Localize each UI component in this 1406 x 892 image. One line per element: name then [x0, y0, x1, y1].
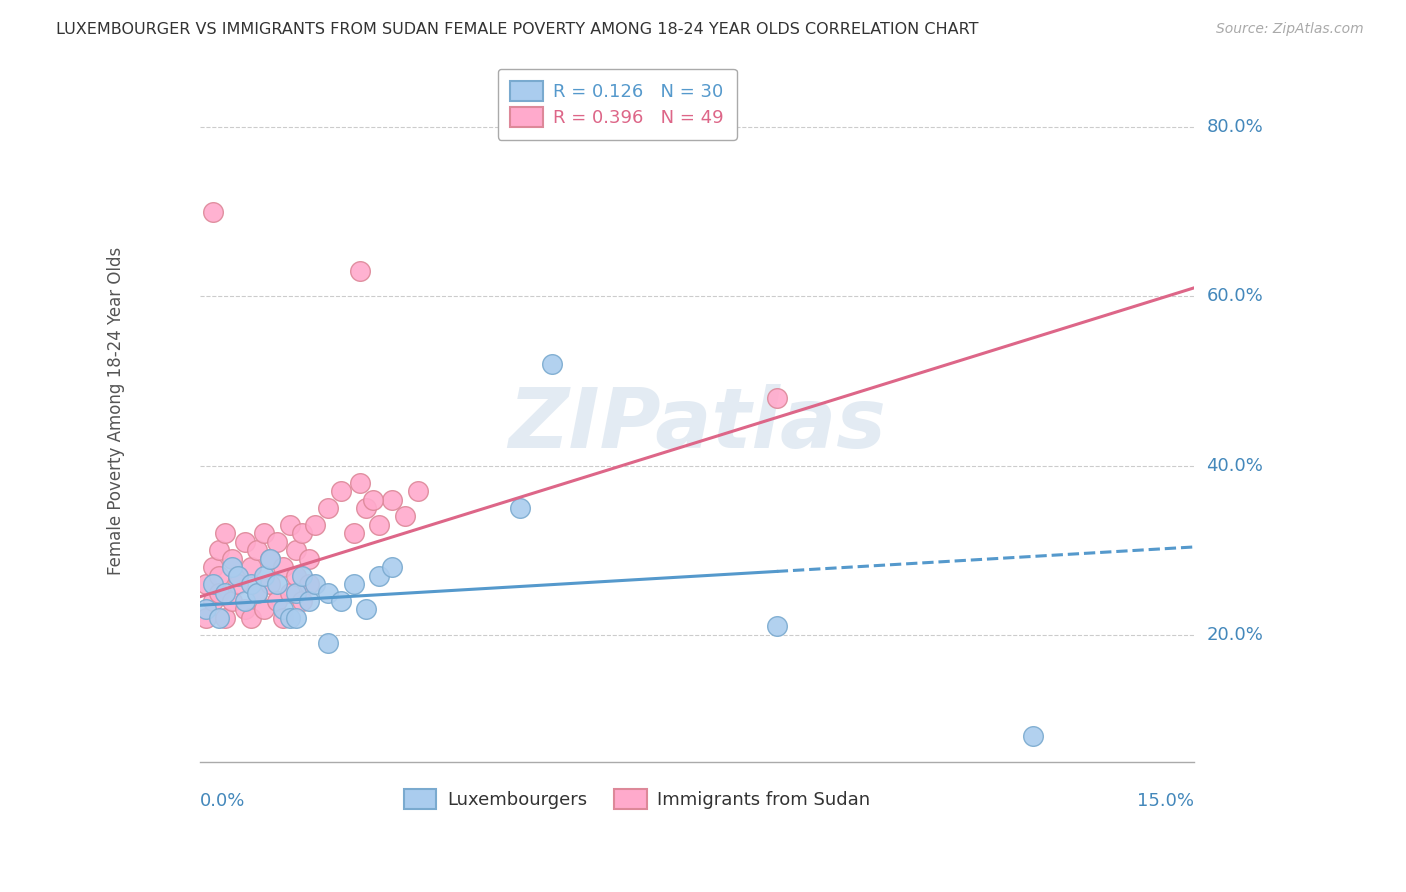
- Point: [266, 577, 288, 591]
- Point: [356, 500, 378, 515]
- Point: [259, 577, 281, 591]
- Point: [304, 517, 326, 532]
- Point: [214, 611, 236, 625]
- Point: [343, 526, 366, 541]
- Point: [541, 357, 564, 371]
- Point: [298, 594, 321, 608]
- Point: [329, 594, 352, 608]
- Text: LUXEMBOURGER VS IMMIGRANTS FROM SUDAN FEMALE POVERTY AMONG 18-24 YEAR OLDS CORRE: LUXEMBOURGER VS IMMIGRANTS FROM SUDAN FE…: [56, 22, 979, 37]
- Point: [233, 594, 256, 608]
- Point: [195, 577, 218, 591]
- Point: [291, 526, 314, 541]
- Point: [1022, 730, 1045, 744]
- Point: [233, 534, 256, 549]
- Point: [195, 602, 218, 616]
- Point: [316, 585, 339, 599]
- Point: [259, 551, 281, 566]
- Point: [291, 568, 314, 582]
- Point: [406, 484, 429, 499]
- Text: ZIPatlas: ZIPatlas: [508, 384, 886, 466]
- Point: [201, 577, 224, 591]
- Point: [381, 560, 404, 574]
- Point: [316, 500, 339, 515]
- Point: [226, 577, 249, 591]
- Point: [240, 611, 263, 625]
- Point: [271, 560, 294, 574]
- Point: [284, 585, 307, 599]
- Point: [226, 568, 249, 582]
- Point: [195, 611, 218, 625]
- Point: [509, 500, 531, 515]
- Text: 20.0%: 20.0%: [1206, 626, 1263, 644]
- Point: [278, 611, 301, 625]
- Point: [266, 534, 288, 549]
- Text: 0.0%: 0.0%: [200, 792, 245, 810]
- Point: [201, 205, 224, 219]
- Point: [298, 551, 321, 566]
- Point: [271, 611, 294, 625]
- Point: [361, 492, 384, 507]
- Point: [201, 594, 224, 608]
- Point: [221, 560, 243, 574]
- Point: [765, 391, 787, 405]
- Point: [246, 585, 269, 599]
- Point: [221, 551, 243, 566]
- Point: [253, 602, 276, 616]
- Point: [343, 577, 366, 591]
- Point: [266, 594, 288, 608]
- Text: Female Poverty Among 18-24 Year Olds: Female Poverty Among 18-24 Year Olds: [107, 246, 125, 574]
- Point: [214, 585, 236, 599]
- Point: [208, 568, 231, 582]
- Point: [278, 517, 301, 532]
- Text: Source: ZipAtlas.com: Source: ZipAtlas.com: [1216, 22, 1364, 37]
- Point: [284, 611, 307, 625]
- Point: [208, 543, 231, 558]
- Point: [253, 568, 276, 582]
- Text: 60.0%: 60.0%: [1206, 287, 1263, 305]
- Point: [278, 585, 301, 599]
- Point: [349, 264, 371, 278]
- Point: [765, 619, 787, 633]
- Point: [356, 602, 378, 616]
- Legend: Luxembourgers, Immigrants from Sudan: Luxembourgers, Immigrants from Sudan: [396, 781, 877, 816]
- Point: [208, 585, 231, 599]
- Point: [226, 568, 249, 582]
- Point: [316, 636, 339, 650]
- Point: [304, 577, 326, 591]
- Point: [349, 475, 371, 490]
- Point: [329, 484, 352, 499]
- Point: [368, 517, 391, 532]
- Point: [240, 560, 263, 574]
- Point: [208, 611, 231, 625]
- Point: [221, 594, 243, 608]
- Text: 80.0%: 80.0%: [1206, 119, 1263, 136]
- Point: [368, 568, 391, 582]
- Point: [214, 526, 236, 541]
- Point: [284, 568, 307, 582]
- Point: [381, 492, 404, 507]
- Point: [394, 509, 416, 524]
- Point: [246, 585, 269, 599]
- Point: [240, 577, 263, 591]
- Point: [201, 560, 224, 574]
- Text: 40.0%: 40.0%: [1206, 457, 1263, 475]
- Point: [298, 577, 321, 591]
- Point: [291, 594, 314, 608]
- Point: [253, 526, 276, 541]
- Point: [284, 543, 307, 558]
- Point: [259, 551, 281, 566]
- Text: 15.0%: 15.0%: [1136, 792, 1194, 810]
- Point: [233, 602, 256, 616]
- Point: [271, 602, 294, 616]
- Point: [246, 543, 269, 558]
